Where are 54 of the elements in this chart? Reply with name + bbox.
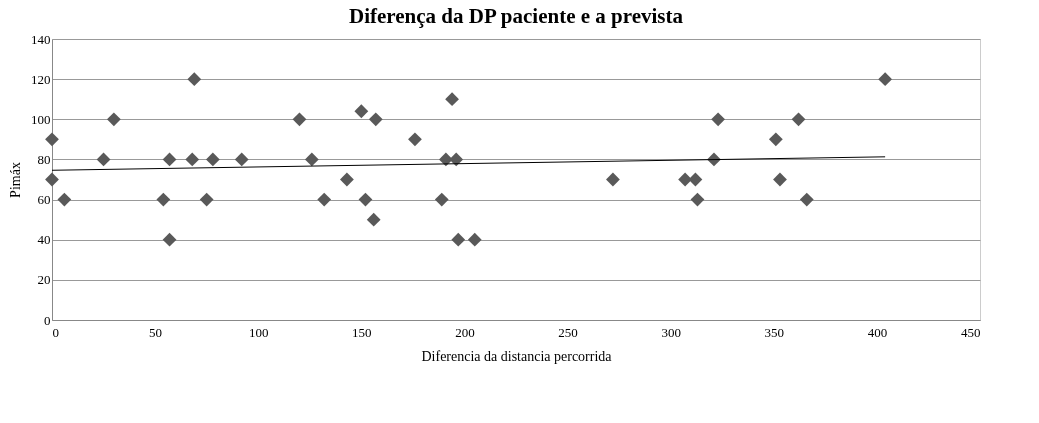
point: [45, 172, 59, 187]
point: [156, 192, 171, 207]
point: [773, 172, 787, 187]
x-tick-label: 350: [764, 324, 785, 340]
point: [467, 232, 482, 247]
chart-title: Diferença da DP paciente e a prevista: [348, 4, 684, 28]
y-tick-label: 120: [31, 71, 51, 87]
x-tick-label: 450: [961, 324, 981, 340]
x-tick-label: 100: [248, 324, 269, 340]
x-tick-label: 50: [149, 324, 163, 340]
point: [408, 132, 422, 147]
point: [451, 232, 466, 247]
point: [234, 152, 249, 167]
y-tick-label: 100: [31, 111, 51, 127]
point: [162, 152, 177, 167]
y-tick-label: 60: [37, 192, 51, 208]
point: [162, 232, 177, 247]
point: [878, 72, 893, 87]
point: [45, 132, 59, 147]
point: [354, 104, 369, 119]
point: [678, 172, 692, 187]
x-axis-title: Diferencia da distancia percorrida: [421, 348, 613, 364]
point: [187, 72, 202, 87]
point: [799, 192, 814, 207]
y-tick-label: 20: [37, 272, 51, 288]
x-tick-label: 150: [352, 324, 372, 340]
x-tick-label: 200: [455, 324, 475, 340]
y-tick-label: 40: [37, 232, 51, 248]
point: [106, 112, 121, 127]
y-tick-label: 80: [37, 151, 51, 167]
x-tick-label: 400: [867, 324, 888, 340]
point: [185, 152, 200, 167]
point: [445, 92, 459, 107]
y-tick-label: 0: [44, 312, 51, 328]
point: [304, 152, 319, 167]
point: [96, 152, 111, 167]
point: [205, 152, 220, 167]
point: [434, 192, 449, 207]
y-axis-title: Pimáx: [8, 162, 23, 198]
point: [449, 152, 464, 167]
x-tick-label: 250: [558, 324, 578, 340]
point: [711, 112, 725, 127]
y-tick-label: 140: [31, 31, 51, 47]
point: [317, 192, 332, 207]
point: [340, 172, 354, 187]
x-tick-label: 300: [661, 324, 681, 340]
point: [199, 192, 214, 207]
point: [366, 212, 381, 227]
point: [606, 172, 620, 187]
point: [368, 112, 383, 127]
point: [292, 112, 307, 127]
point: [57, 192, 72, 207]
point: [791, 112, 806, 127]
point: [768, 132, 783, 147]
